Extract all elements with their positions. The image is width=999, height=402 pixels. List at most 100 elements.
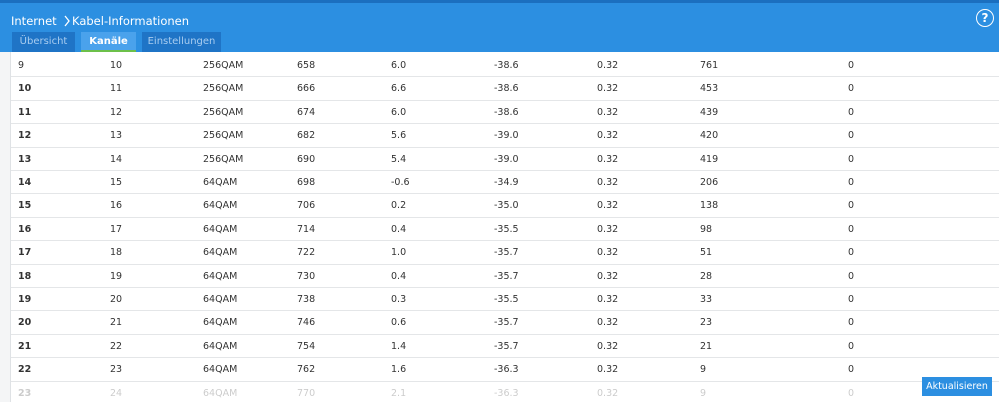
table-cell: 0	[848, 387, 855, 399]
table-cell: 0.32	[597, 317, 619, 329]
table-cell: 64QAM	[203, 294, 238, 305]
table-cell: 714	[297, 223, 316, 235]
table-row: 17 18 64QAM 722 1.0 -35.7 0.32 51 0	[11, 241, 999, 265]
table-cell: 0.32	[597, 270, 619, 282]
table-cell: 256QAM	[203, 83, 244, 95]
table-cell: 722	[297, 247, 316, 259]
table-row: 22 23 64QAM 762 1.6 -36.3 0.32 9 0	[11, 358, 999, 382]
table-row: 20 21 64QAM 746 0.6 -35.7 0.32 23 0	[11, 311, 999, 335]
channel-id: 17	[18, 247, 32, 259]
table-cell: 0	[848, 270, 855, 282]
tab[interactable]: Einstellungen	[142, 32, 221, 52]
table-cell: 16	[110, 200, 123, 212]
table-cell: 0.4	[391, 270, 407, 282]
table-cell: 9	[700, 364, 707, 376]
breadcrumb-link[interactable]: Internet	[11, 14, 57, 28]
channel-id: 12	[18, 130, 32, 142]
table-cell: 762	[297, 364, 316, 376]
table-cell: 33	[700, 294, 713, 305]
table-cell: 9	[700, 387, 707, 399]
table-cell: 256QAM	[203, 153, 244, 165]
table-cell: 439	[700, 106, 719, 118]
table-cell: 256QAM	[203, 106, 244, 118]
table-cell: 0	[848, 294, 855, 305]
table-cell: 138	[700, 200, 719, 212]
table-cell: 0	[848, 177, 855, 188]
table-cell: -35.5	[494, 223, 519, 235]
table-row: 21 22 64QAM 754 1.4 -35.7 0.32 21 0	[11, 335, 999, 359]
table-cell: 5.4	[391, 153, 407, 165]
table-row: 10 11 256QAM 666 6.6 -38.6 0.32 453 0	[11, 77, 999, 101]
table-cell: 690	[297, 153, 316, 165]
table-cell: 23	[110, 364, 123, 376]
tab[interactable]: Übersicht	[12, 32, 75, 52]
table-cell: 419	[700, 153, 719, 165]
channel-id: 10	[18, 83, 32, 95]
table-cell: 13	[110, 130, 123, 142]
tab-active[interactable]: Kanäle	[81, 32, 136, 52]
table-cell: -36.3	[494, 364, 519, 376]
table-cell: 738	[297, 294, 316, 305]
table-cell: -34.9	[494, 177, 519, 188]
table-cell: 6.0	[391, 60, 407, 71]
table-cell: 0.32	[597, 340, 619, 352]
table-cell: 698	[297, 177, 316, 188]
table-cell: 0.32	[597, 83, 619, 95]
table-cell: 0.32	[597, 200, 619, 212]
table-cell: 64QAM	[203, 340, 238, 352]
table-cell: 0.32	[597, 130, 619, 142]
table-cell: 730	[297, 270, 316, 282]
table-cell: 761	[700, 60, 719, 71]
table-cell: 11	[110, 83, 123, 95]
table-cell: 64QAM	[203, 364, 238, 376]
table-cell: 1.6	[391, 364, 407, 376]
table-cell: 1.4	[391, 340, 407, 352]
channel-id: 23	[18, 387, 32, 399]
table-row: 9 10 256QAM 658 6.0 -38.6 0.32 761 0	[11, 54, 999, 78]
table-cell: 6.0	[391, 106, 407, 118]
table-cell: -35.7	[494, 270, 519, 282]
table-cell: 666	[297, 83, 316, 95]
channel-id: 18	[18, 270, 32, 282]
table-cell: 64QAM	[203, 270, 238, 282]
breadcrumb-chevron	[64, 15, 70, 27]
table-cell: 6.6	[391, 83, 407, 95]
table-cell: 0	[848, 317, 855, 329]
table-cell: -38.6	[494, 83, 519, 95]
table-cell: 23	[700, 317, 713, 329]
channel-id: 22	[18, 364, 32, 376]
table-row: 11 12 256QAM 674 6.0 -38.6 0.32 439 0	[11, 101, 999, 125]
channel-id: 11	[18, 106, 32, 118]
refresh-button[interactable]: Aktualisieren	[922, 377, 992, 396]
table-row: 18 19 64QAM 730 0.4 -35.7 0.32 28 0	[11, 265, 999, 288]
table-cell: 0.32	[597, 387, 619, 399]
table-row: 16 17 64QAM 714 0.4 -35.5 0.32 98 0	[11, 218, 999, 242]
table-cell: 0.32	[597, 364, 619, 376]
table-cell: 754	[297, 340, 316, 352]
table-cell: 256QAM	[203, 130, 244, 142]
breadcrumb-current: Kabel-Informationen	[72, 14, 190, 28]
table-cell: 14	[110, 153, 123, 165]
table-cell: 64QAM	[203, 177, 238, 188]
table-cell: -35.0	[494, 200, 519, 212]
table-cell: 64QAM	[203, 223, 238, 235]
table-cell: 21	[110, 317, 123, 329]
table-cell: 0.32	[597, 247, 619, 259]
table-cell: -35.7	[494, 340, 519, 352]
help-button[interactable]: ?	[976, 9, 994, 27]
table-cell: -38.6	[494, 60, 519, 71]
table-cell: 19	[110, 270, 123, 282]
channel-id: 13	[18, 153, 32, 165]
table-row: 12 13 256QAM 682 5.6 -39.0 0.32 420 0	[11, 124, 999, 148]
table-row: 13 14 256QAM 690 5.4 -39.0 0.32 419 0	[11, 148, 999, 171]
table-cell: 0.6	[391, 317, 407, 329]
table-cell: 18	[110, 247, 123, 259]
table-cell: 12	[110, 106, 123, 118]
table-cell: 0.32	[597, 153, 619, 165]
table-cell: 0	[848, 340, 855, 352]
table-cell: 20	[110, 294, 123, 305]
channel-id: 14	[18, 177, 32, 188]
table-cell: 770	[297, 387, 316, 399]
table-cell: 658	[297, 60, 316, 71]
table-cell: 674	[297, 106, 316, 118]
